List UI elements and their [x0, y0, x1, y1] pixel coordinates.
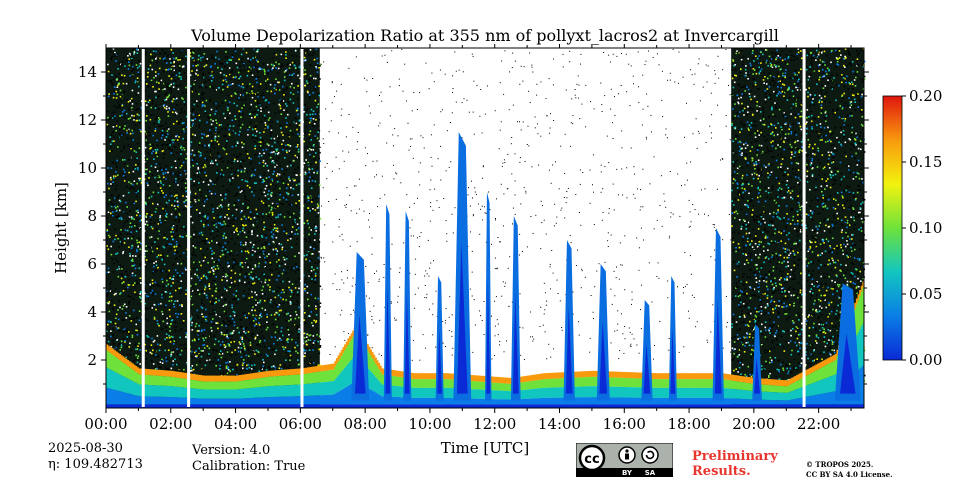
- sa-label: SA: [645, 469, 656, 477]
- x-tick-label-0: 00:00: [84, 415, 127, 433]
- colorbar-tick-label-2: 0.10: [909, 219, 942, 237]
- footer-eta: η: 109.482713: [48, 457, 143, 472]
- x-tick-label-11: 22:00: [797, 415, 840, 433]
- cloud-column-10: [668, 276, 677, 401]
- y-tick-label-5: 12: [78, 111, 97, 129]
- y-axis: 2 4 6 8 10 12 14: [78, 63, 869, 385]
- x-tick-label-9: 18:00: [667, 415, 710, 433]
- y-tick-label-2: 6: [87, 255, 97, 273]
- cloud-column-7: [563, 240, 575, 401]
- footer-version: Version: 4.0: [192, 443, 271, 458]
- x-tick-label-8: 16:00: [603, 415, 646, 433]
- by-label: BY: [622, 469, 633, 477]
- preliminary-label-line2: Results.: [692, 464, 751, 479]
- footer-date: 2025-08-30: [48, 441, 123, 456]
- colorbar-tick-label-1: 0.05: [909, 285, 942, 303]
- profile-gap-2: [300, 49, 304, 407]
- y-tick-label-0: 2: [87, 351, 97, 369]
- cloud-column-2: [403, 211, 412, 401]
- x-tick-label-5: 10:00: [408, 415, 451, 433]
- cloud-column-9: [641, 300, 653, 401]
- x-tick-label-6: 12:00: [473, 415, 516, 433]
- x-tick-label-10: 20:00: [732, 415, 775, 433]
- x-axis: 00:00 02:00 04:00 06:00 08:00 10:00 12:00 14:00…: [84, 44, 852, 433]
- y-tick-label-4: 10: [78, 159, 97, 177]
- noise-region-0: [106, 48, 322, 408]
- cc-text: cc: [584, 452, 599, 467]
- cc-circle-icon: [578, 444, 606, 472]
- cloud-column-12: [752, 324, 762, 401]
- y-tick-label-3: 8: [87, 207, 97, 225]
- cloud-column-1: [383, 204, 392, 401]
- chart-title: Volume Depolarization Ratio at 355 nm of…: [190, 26, 779, 45]
- cloud-column-6: [510, 216, 521, 401]
- license-line2: CC BY SA 4.0 License.: [806, 470, 893, 479]
- profile-gap-1: [187, 49, 191, 407]
- x-axis-label: Time [UTC]: [441, 439, 530, 457]
- cloud-column-4: [453, 132, 472, 401]
- x-tick-label-1: 02:00: [149, 415, 192, 433]
- x-tick-label-7: 14:00: [538, 415, 581, 433]
- profile-gap-0: [141, 49, 145, 407]
- colorbar-tick-label-4: 0.20: [909, 87, 942, 105]
- x-tick-label-4: 08:00: [344, 415, 387, 433]
- profile-gap-3: [802, 49, 806, 407]
- cc-license-logo: cc BY SA: [576, 443, 673, 477]
- x-tick-label-3: 06:00: [279, 415, 322, 433]
- cloud-column-8: [596, 264, 610, 401]
- cloud-column-11: [712, 228, 724, 401]
- cloud-column-3: [435, 276, 444, 401]
- cloud-column-5: [485, 192, 492, 401]
- preliminary-label-line1: Preliminary: [692, 449, 778, 464]
- plot-frame: [105, 47, 865, 409]
- sa-share-icon: [641, 446, 659, 464]
- y-tick-label-1: 4: [87, 303, 97, 321]
- colorbar-ticks: 0.00 0.05 0.10 0.15 0.20: [902, 87, 942, 369]
- colorbar-tick-label-0: 0.00: [909, 351, 942, 369]
- sparse-signal: [320, 48, 732, 361]
- cloud-column-13: [834, 283, 861, 401]
- heatmap-layer: [106, 48, 866, 408]
- colorbar-tick-label-3: 0.15: [909, 153, 942, 171]
- x-tick-label-2: 04:00: [214, 415, 257, 433]
- y-axis-label: Height [km]: [52, 182, 70, 274]
- license-line1: © TROPOS 2025.: [806, 460, 874, 469]
- colorbar: [882, 95, 903, 361]
- y-tick-label-6: 14: [78, 63, 97, 81]
- footer-calibration: Calibration: True: [192, 459, 306, 474]
- cloud-column-0: [351, 252, 370, 401]
